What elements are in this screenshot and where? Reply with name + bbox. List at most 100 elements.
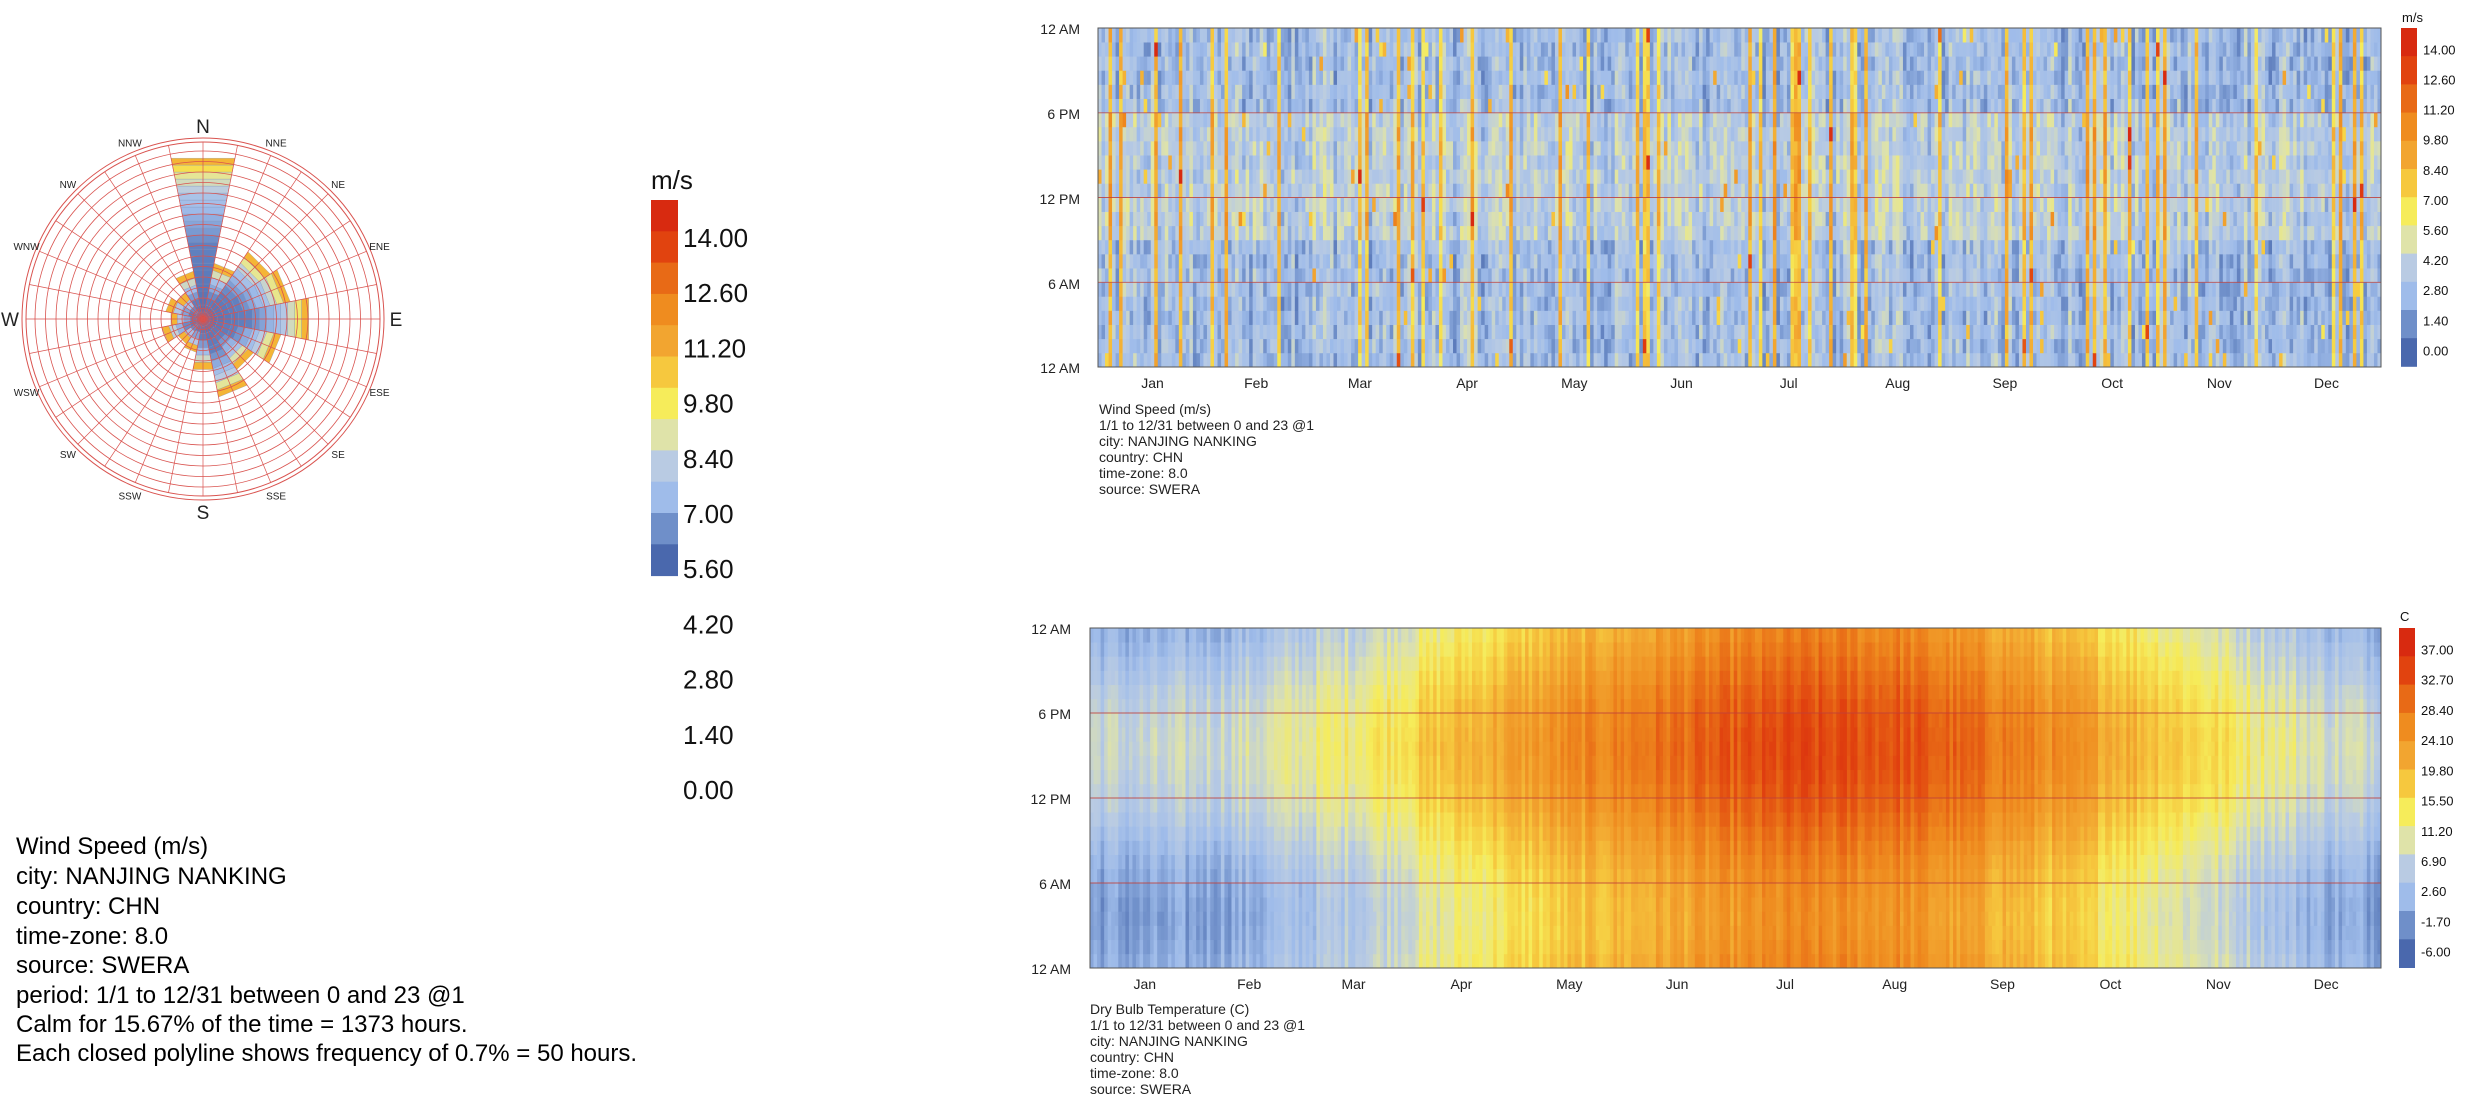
heatmap-cell (1266, 183, 1271, 198)
heatmap-cell (1607, 268, 1612, 283)
heatmap-cell (1154, 254, 1159, 269)
heatmap-cell (1590, 197, 1594, 212)
heatmap-cell (1488, 225, 1493, 241)
heatmap-cell (1660, 324, 1665, 340)
heatmap-cell (1386, 126, 1391, 142)
heatmap-cell (1734, 169, 1739, 184)
heatmap-cell (1505, 56, 1510, 71)
heatmap-cell (1431, 169, 1436, 184)
heatmap-cell (1727, 169, 1732, 184)
heatmap-cell (1741, 338, 1746, 354)
heatmap-cell (1136, 197, 1141, 212)
rose-dir-ese: ESE (369, 388, 389, 399)
heatmap-cell (1235, 310, 1239, 325)
heatmap-cell (1586, 254, 1591, 269)
heatmap-cell (1540, 324, 1545, 340)
heatmap-cell (1171, 84, 1176, 99)
heatmap-cell (1628, 239, 1633, 255)
heatmap-cell (1280, 338, 1285, 354)
heatmap-cell (1382, 197, 1387, 212)
rose-spoke (104, 171, 204, 320)
heatmap-cell (1396, 197, 1401, 212)
heatmap-cell (1382, 155, 1387, 170)
heatmap-cell (1206, 28, 1211, 43)
heatmap-cell (1723, 197, 1728, 212)
heatmap-cell (1315, 254, 1320, 269)
heatmap-cell (1143, 352, 1148, 368)
heatmap-cell (1154, 70, 1159, 85)
heatmap-cell (1379, 296, 1384, 311)
heatmap-cell (1656, 239, 1661, 255)
heatmap-cell (1442, 155, 1447, 170)
heatmap-cell (1544, 268, 1549, 283)
heatmap-cell (1484, 42, 1489, 57)
heatmap-cell (1185, 183, 1190, 198)
heatmap-cell (1424, 126, 1429, 142)
heatmap-cell (1431, 282, 1436, 297)
heatmap-cell (1365, 42, 1370, 57)
heatmap-cell (1368, 225, 1373, 241)
heatmap-cell (1670, 352, 1675, 368)
heatmap-cell (1284, 28, 1289, 43)
heatmap-cell (1656, 28, 1661, 43)
heatmap-cell (1758, 296, 1763, 311)
heatmap-cell (1431, 112, 1436, 128)
heatmap-cell (1263, 98, 1268, 114)
heatmap-cell (1695, 56, 1700, 71)
heatmap-cell (1329, 324, 1334, 340)
heatmap-cell (1783, 225, 1788, 241)
heatmap-cell (1442, 84, 1447, 99)
heatmap-cell (1758, 268, 1763, 283)
heatmap-cell (1730, 338, 1735, 354)
heatmap-cell (1702, 338, 1707, 354)
heatmap-cell (1702, 56, 1707, 71)
heatmap-cell (1259, 310, 1264, 325)
heatmap-cell (1670, 112, 1675, 128)
heatmap-cell (1407, 70, 1412, 85)
heatmap-cell (1277, 155, 1282, 170)
heatmap-cell (1558, 296, 1563, 311)
heatmap-cell (1238, 141, 1243, 156)
heatmap-cell (1481, 70, 1486, 85)
heatmap-cell (1477, 42, 1482, 57)
heatmap-cell (1337, 141, 1341, 156)
heatmap-cell (1115, 84, 1120, 99)
heatmap-cell (1214, 84, 1218, 99)
heatmap-cell (1628, 197, 1633, 212)
heatmap-cell (1428, 225, 1433, 241)
heatmap-cell (1161, 42, 1166, 57)
heatmap-cell (1692, 141, 1696, 156)
heatmap-cell (1231, 268, 1236, 283)
heatmap-cell (1133, 28, 1138, 43)
heatmap-cell (1505, 42, 1510, 57)
heatmap-cell (1147, 141, 1152, 156)
heatmap-cell (1161, 338, 1166, 354)
heatmap-cell (1182, 183, 1187, 198)
heatmap-cell (1502, 268, 1507, 283)
heatmap-cell (1470, 268, 1475, 283)
heatmap-cell (1400, 268, 1405, 283)
heatmap-cell (1470, 155, 1475, 170)
heatmap-cell (1185, 296, 1190, 311)
heatmap-cell (1347, 98, 1352, 114)
heatmap-cell (1660, 98, 1665, 114)
heatmap-cell (1442, 42, 1447, 57)
heatmap-cell (1154, 155, 1159, 170)
heatmap-cell (1147, 352, 1152, 368)
heatmap-cell (1509, 112, 1514, 128)
heatmap-cell (1354, 254, 1359, 269)
heatmap-cell (1744, 42, 1749, 57)
heatmap-cell (1565, 155, 1570, 170)
heatmap-cell (1505, 324, 1510, 340)
heatmap-cell (1217, 352, 1222, 368)
heatmap-cell (1779, 211, 1784, 227)
heatmap-cell (1414, 254, 1419, 269)
heatmap-cell (1484, 141, 1489, 156)
heatmap-cell (1467, 310, 1471, 325)
heatmap-cell (1438, 169, 1443, 184)
heatmap-cell (1695, 239, 1700, 255)
heatmap-cell (1611, 338, 1616, 354)
heatmap-cell (1776, 56, 1781, 71)
heatmap-cell (1488, 211, 1493, 227)
heatmap-cell (1115, 112, 1120, 128)
